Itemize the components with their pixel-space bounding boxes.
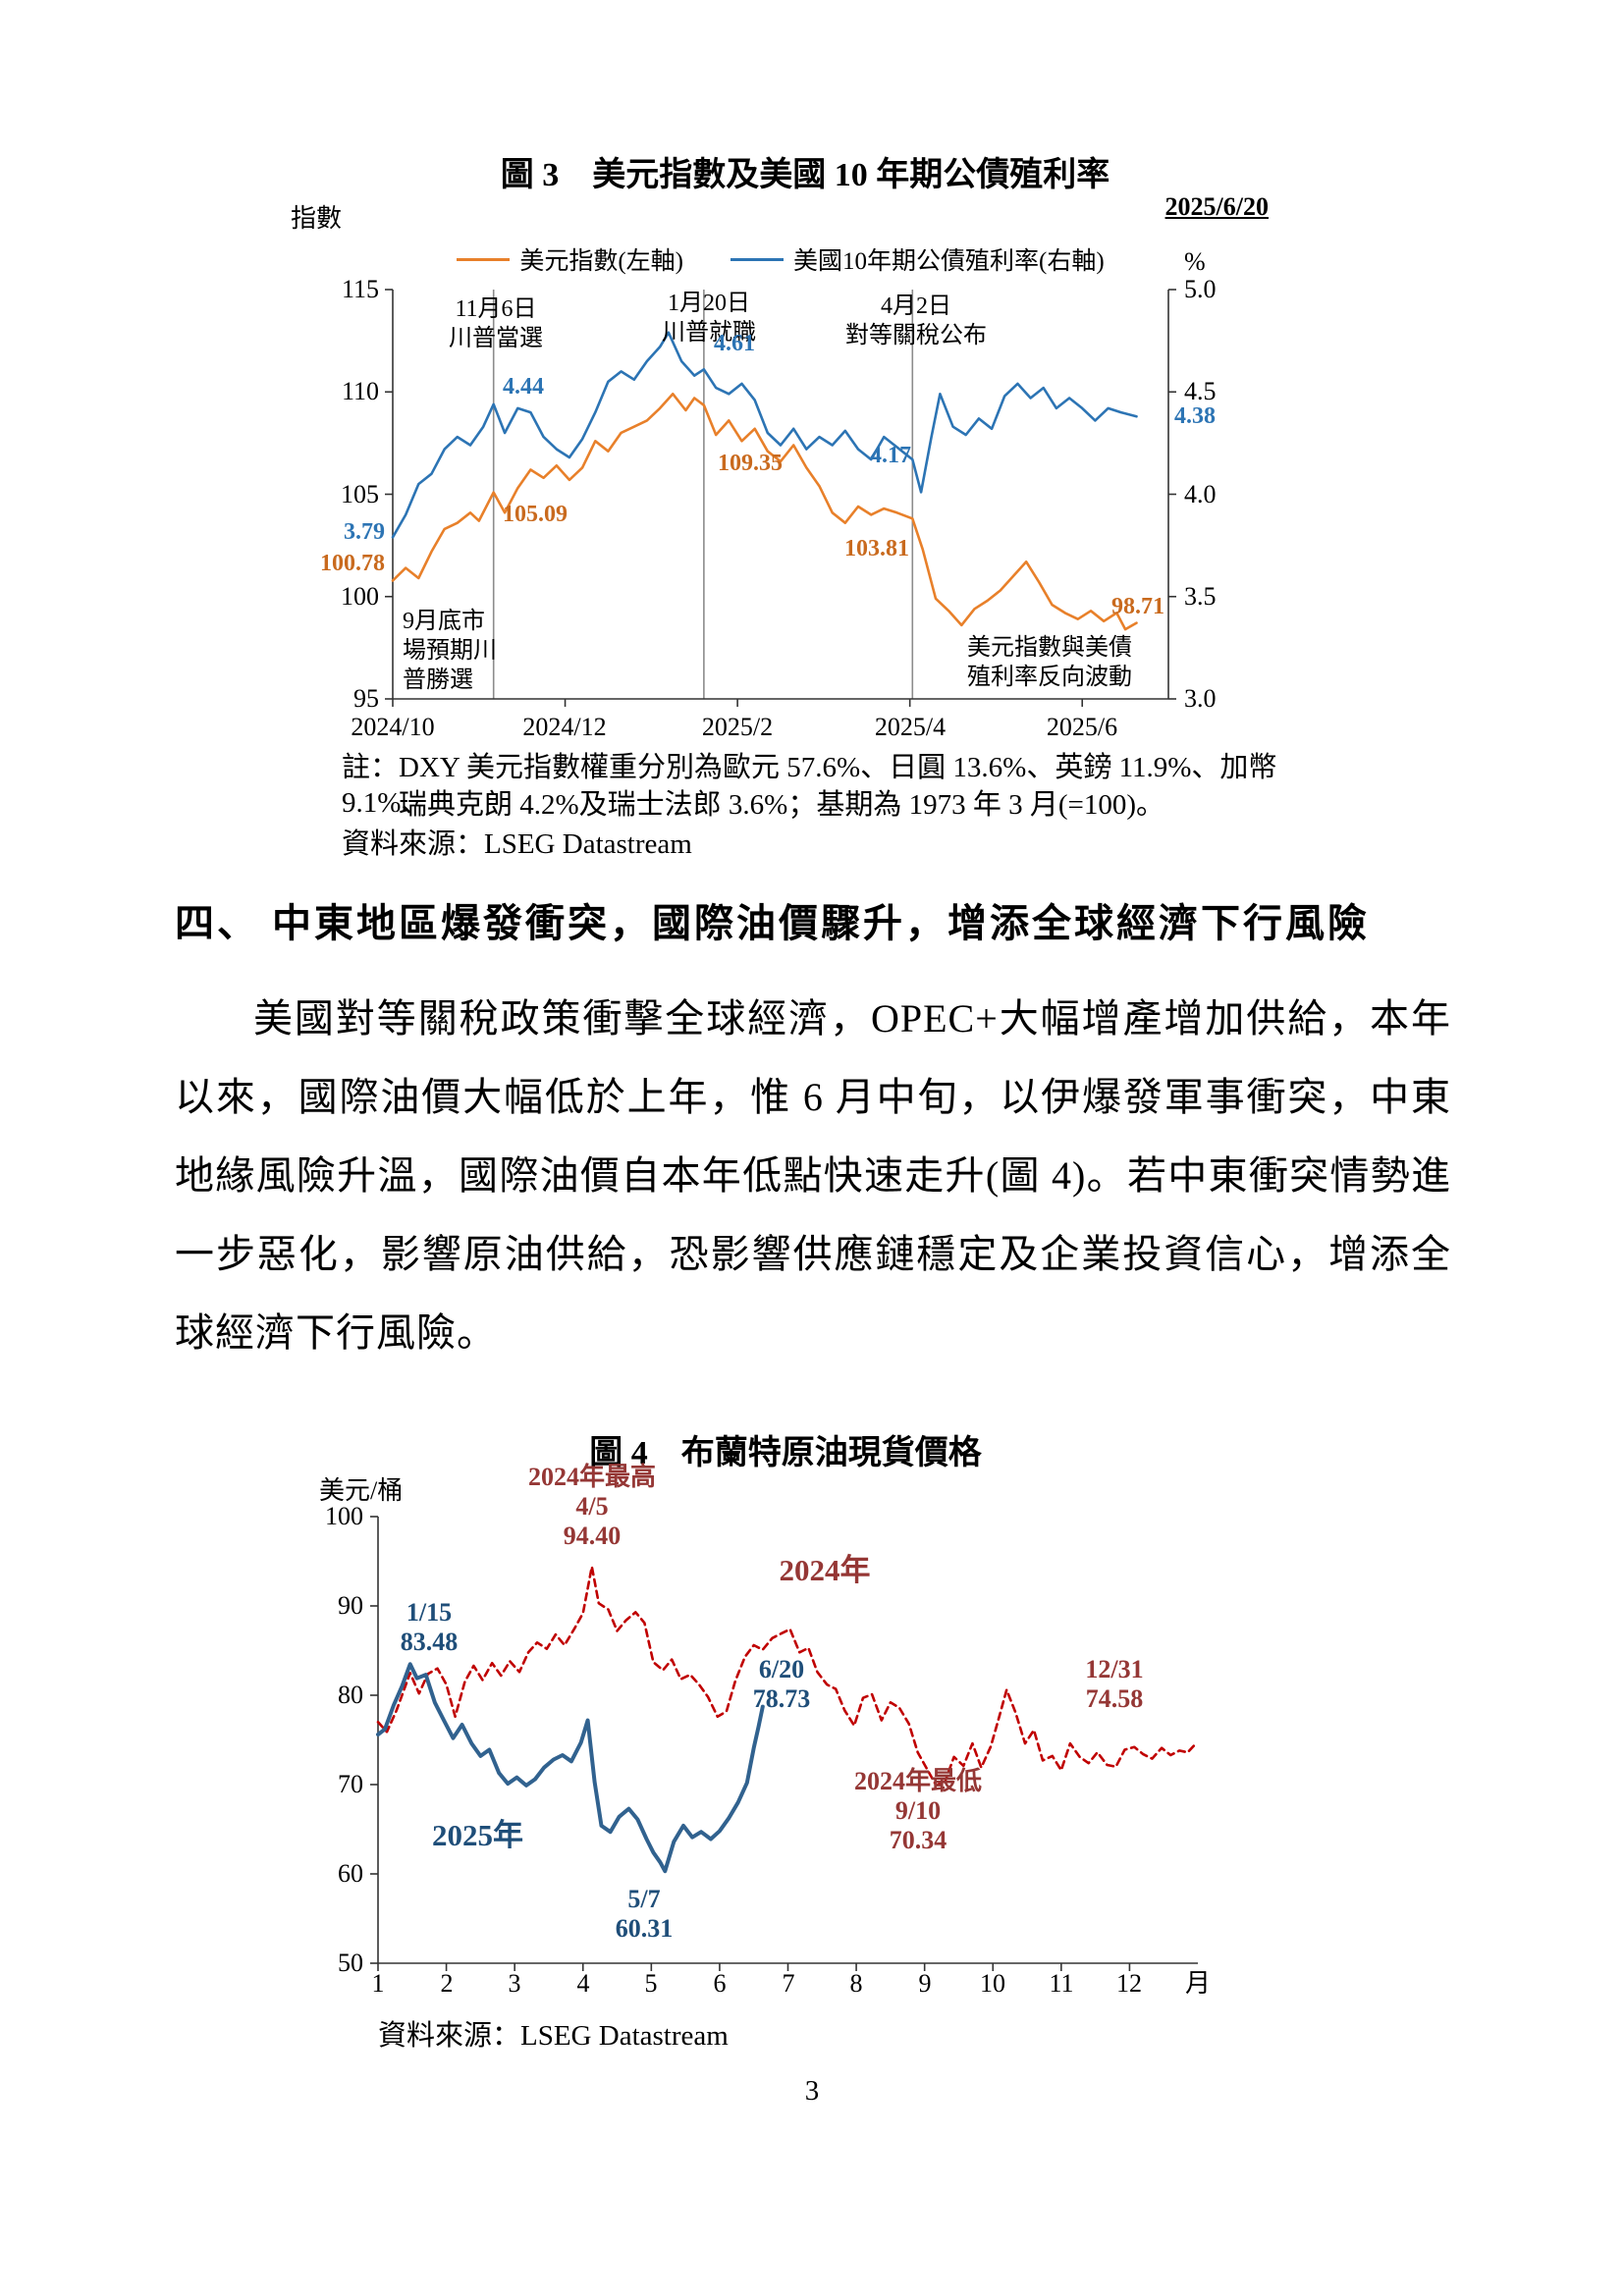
x-axis-tick-label: 2 bbox=[440, 1969, 454, 1998]
value-label-index-jan: 109.35 bbox=[718, 451, 783, 476]
value-label-index-start: 100.78 bbox=[320, 551, 385, 576]
value-label-yield-start: 3.79 bbox=[344, 519, 385, 545]
x-axis-tick-label: 11 bbox=[1049, 1969, 1074, 1998]
annotation-may7: 5/7 60.31 bbox=[615, 1885, 674, 1943]
y-axis-tick-label: 80 bbox=[338, 1681, 363, 1709]
y-axis-tick-label: 4.0 bbox=[1184, 480, 1217, 508]
event-annotation-inauguration: 1月20日 川普就職 bbox=[662, 291, 756, 346]
figure3-plot bbox=[385, 289, 1176, 707]
x-axis-tick-label: 3 bbox=[508, 1969, 521, 1998]
x-axis-tick-label: 2024/12 bbox=[522, 713, 607, 741]
x-axis-tick-label: 2025/6 bbox=[1046, 713, 1118, 741]
y-axis-tick-label: 100 bbox=[325, 1502, 363, 1530]
annotation-sept-market-expectation: 9月底市 場預期川 普勝選 bbox=[403, 609, 497, 693]
annotation-2025-series-label: 2025年 bbox=[432, 1818, 523, 1852]
y-axis-tick-label: 70 bbox=[338, 1770, 363, 1798]
figure3-legend: 美元指數(左軸) 美國10年期公債殖利率(右軸) bbox=[373, 241, 1188, 277]
figure3-title: 圖 3 美元指數及美國 10 年期公債殖利率 bbox=[500, 157, 1110, 193]
value-label-index-nov: 105.09 bbox=[503, 502, 568, 527]
figure4-title: 圖 4 布蘭特原油現貨價格 bbox=[589, 1435, 982, 1471]
y-axis-tick-label: 100 bbox=[341, 582, 379, 611]
y-axis-tick-label: 4.5 bbox=[1184, 377, 1217, 405]
event-annotation-trump-elected: 11月6日 川普當選 bbox=[449, 296, 543, 351]
x-axis-tick-label: 5 bbox=[644, 1969, 658, 1998]
legend-item-dollar-index: 美元指數(左軸) bbox=[457, 241, 683, 277]
x-axis-tick-label: 12 bbox=[1116, 1969, 1142, 1998]
y-axis-tick-label: 115 bbox=[341, 275, 379, 303]
y-axis-tick-label: 60 bbox=[338, 1859, 363, 1888]
figure3-note-line1: 註：DXY 美元指數權重分別為歐元 57.6%、日圓 13.6%、英鎊 11.9… bbox=[342, 752, 1277, 819]
figure3-right-axis-unit: % bbox=[1184, 247, 1206, 276]
value-label-yield-apr: 4.17 bbox=[870, 443, 911, 468]
blue-line-sample-icon bbox=[731, 257, 784, 261]
legend-item-treasury-yield: 美國10年期公債殖利率(右軸) bbox=[731, 241, 1105, 277]
orange-line-sample-icon bbox=[457, 257, 511, 261]
figure3-left-axis-unit: 指數 bbox=[291, 204, 343, 233]
x-axis-tick-label: 2025/4 bbox=[874, 713, 947, 741]
annotation-inverse-movement: 美元指數與美債 殖利率反向波動 bbox=[967, 635, 1132, 690]
value-label-yield-jan: 4.61 bbox=[714, 331, 755, 356]
y-axis-tick-label: 50 bbox=[338, 1949, 363, 1977]
y-axis-tick-label: 3.5 bbox=[1184, 582, 1217, 611]
page-number: 3 bbox=[804, 2075, 820, 2107]
value-label-yield-end: 4.38 bbox=[1174, 403, 1216, 429]
y-axis-tick-label: 105 bbox=[341, 480, 379, 508]
figure3-asof-date: 2025/6/20 bbox=[1164, 192, 1269, 221]
y-axis-tick-label: 5.0 bbox=[1184, 275, 1217, 303]
y-axis-tick-label: 90 bbox=[338, 1591, 363, 1620]
x-axis-tick-label: 9 bbox=[918, 1969, 932, 1998]
legend-label-treasury-yield: 美國10年期公債殖利率(右軸) bbox=[793, 248, 1105, 275]
figure3-note-line2: 瑞典克朗 4.2%及瑞士法郎 3.6%；基期為 1973 年 3 月(=100)… bbox=[399, 789, 1164, 821]
legend-label-dollar-index: 美元指數(左軸) bbox=[519, 248, 683, 275]
x-axis-tick-label: 4 bbox=[576, 1969, 590, 1998]
x-axis-tick-label: 2024/10 bbox=[351, 713, 435, 741]
y-axis-tick-label: 110 bbox=[341, 377, 379, 405]
value-label-index-end: 98.71 bbox=[1111, 594, 1164, 619]
figure4-plot bbox=[370, 1516, 1198, 1971]
x-axis-tick-label: 6 bbox=[713, 1969, 727, 1998]
figure4-source: 資料來源：LSEG Datastream bbox=[378, 2020, 729, 2052]
x-axis-tick-label: 7 bbox=[782, 1969, 795, 1998]
section-paragraph: 美國對等關稅政策衝擊全球經濟，OPEC+大幅增產增加供給，本年以來，國際油價大幅… bbox=[175, 996, 1451, 1355]
figure4-y-axis-unit: 美元/桶 bbox=[319, 1476, 404, 1505]
annotation-2024-series-label: 2024年 bbox=[779, 1553, 871, 1587]
annotation-2024-low: 2024年最低 9/10 70.34 bbox=[853, 1767, 982, 1854]
x-axis-tick-label: 8 bbox=[849, 1969, 863, 1998]
annotation-jun20: 6/20 78.73 bbox=[752, 1655, 811, 1713]
x-axis-tick-label: 2025/2 bbox=[701, 713, 774, 741]
x-axis-tick-label: 1 bbox=[371, 1969, 385, 1998]
annotation-dec31: 12/31 74.58 bbox=[1085, 1655, 1144, 1713]
value-label-index-apr: 103.81 bbox=[844, 536, 909, 561]
y-axis-tick-label: 95 bbox=[353, 684, 379, 713]
annotation-jan15: 1/15 83.48 bbox=[400, 1598, 459, 1656]
x-axis-unit-label: 月 bbox=[1184, 1969, 1211, 1998]
y-axis-tick-label: 3.0 bbox=[1184, 684, 1217, 713]
annotation-2024-high: 2024年最高 4/5 94.40 bbox=[527, 1463, 656, 1550]
section-heading: 四、 中東地區爆發衝突，國際油價驟升，增添全球經濟下行風險 bbox=[175, 901, 1370, 945]
value-label-yield-nov: 4.44 bbox=[503, 374, 544, 400]
figure3-source: 資料來源：LSEG Datastream bbox=[342, 828, 692, 860]
x-axis-tick-label: 10 bbox=[980, 1969, 1005, 1998]
event-annotation-tariff: 4月2日 對等關稅公布 bbox=[845, 294, 987, 348]
